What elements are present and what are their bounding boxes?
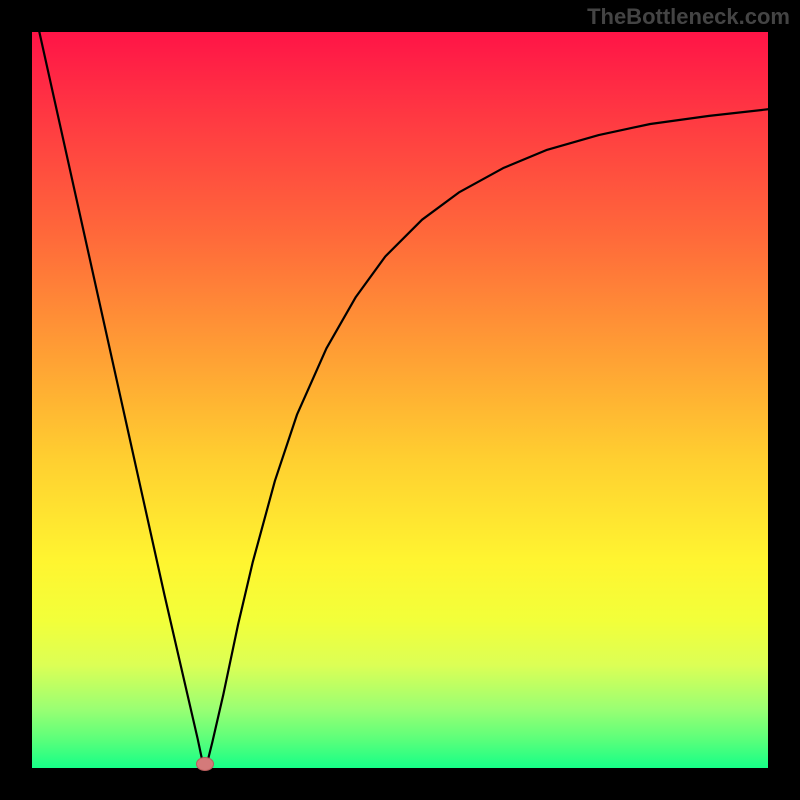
bottleneck-curve (32, 32, 768, 768)
watermark-text: TheBottleneck.com (587, 4, 790, 30)
chart-stage: TheBottleneck.com (0, 0, 800, 800)
optimal-point-marker (196, 757, 214, 771)
curve-path (39, 32, 768, 763)
plot-area (32, 32, 768, 768)
